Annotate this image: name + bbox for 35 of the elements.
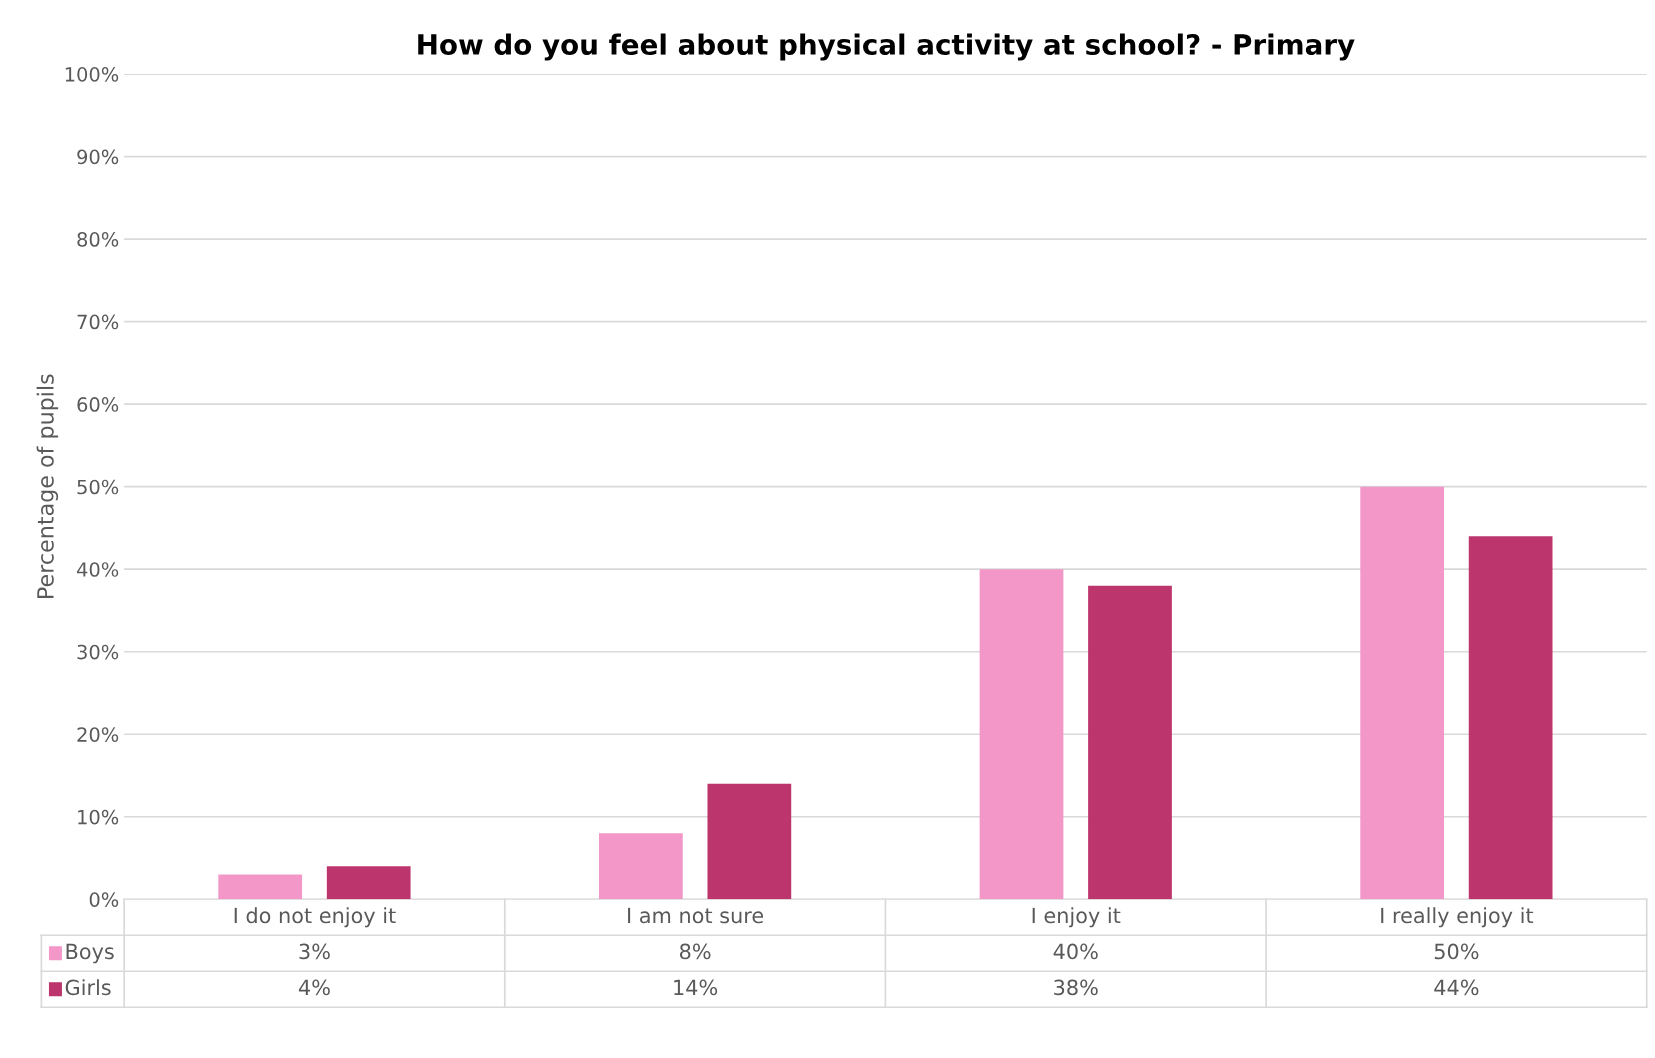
x-tick-label: I am not sure — [628, 907, 764, 924]
data-label: 44% — [1434, 979, 1479, 996]
data-label: 4% — [298, 979, 330, 996]
bar — [1088, 585, 1172, 900]
y-tick-label: 40% — [77, 562, 119, 577]
y-tick-label: 0% — [89, 892, 119, 907]
bar — [1360, 486, 1445, 900]
y-tick-label: 80% — [77, 232, 119, 247]
data-label: 14% — [674, 979, 718, 996]
y-tick-label: 60% — [77, 397, 119, 412]
data-label: 3% — [299, 943, 330, 960]
data-label: 38% — [1054, 979, 1098, 996]
bar — [598, 833, 683, 900]
x-tick-label: I do not enjoy it — [234, 907, 396, 928]
data-label: 50% — [1434, 943, 1479, 960]
y-axis-title: Percentage of pupils — [36, 374, 59, 598]
bar — [326, 866, 411, 900]
y-tick-label: 90% — [77, 149, 119, 165]
bar — [979, 569, 1064, 900]
bar — [1468, 536, 1553, 900]
data-label: 8% — [679, 943, 711, 960]
bar — [707, 783, 792, 900]
y-tick-label: 50% — [77, 479, 119, 495]
legend-label: Girls — [65, 979, 111, 996]
x-tick-label: I enjoy it — [1032, 907, 1121, 928]
legend-label: Boys — [66, 943, 114, 964]
y-tick-label: 100% — [65, 67, 119, 82]
y-tick-label: 30% — [77, 644, 119, 660]
y-tick-label: 70% — [77, 314, 119, 330]
chart-title: How do you feel about physical activity at school? - Primary — [418, 33, 1355, 61]
x-tick-label: I really enjoy it — [1381, 907, 1534, 928]
y-tick-label: 20% — [77, 727, 119, 742]
bar — [218, 874, 303, 900]
data-label: 40% — [1053, 943, 1098, 960]
y-tick-label: 10% — [78, 809, 119, 825]
